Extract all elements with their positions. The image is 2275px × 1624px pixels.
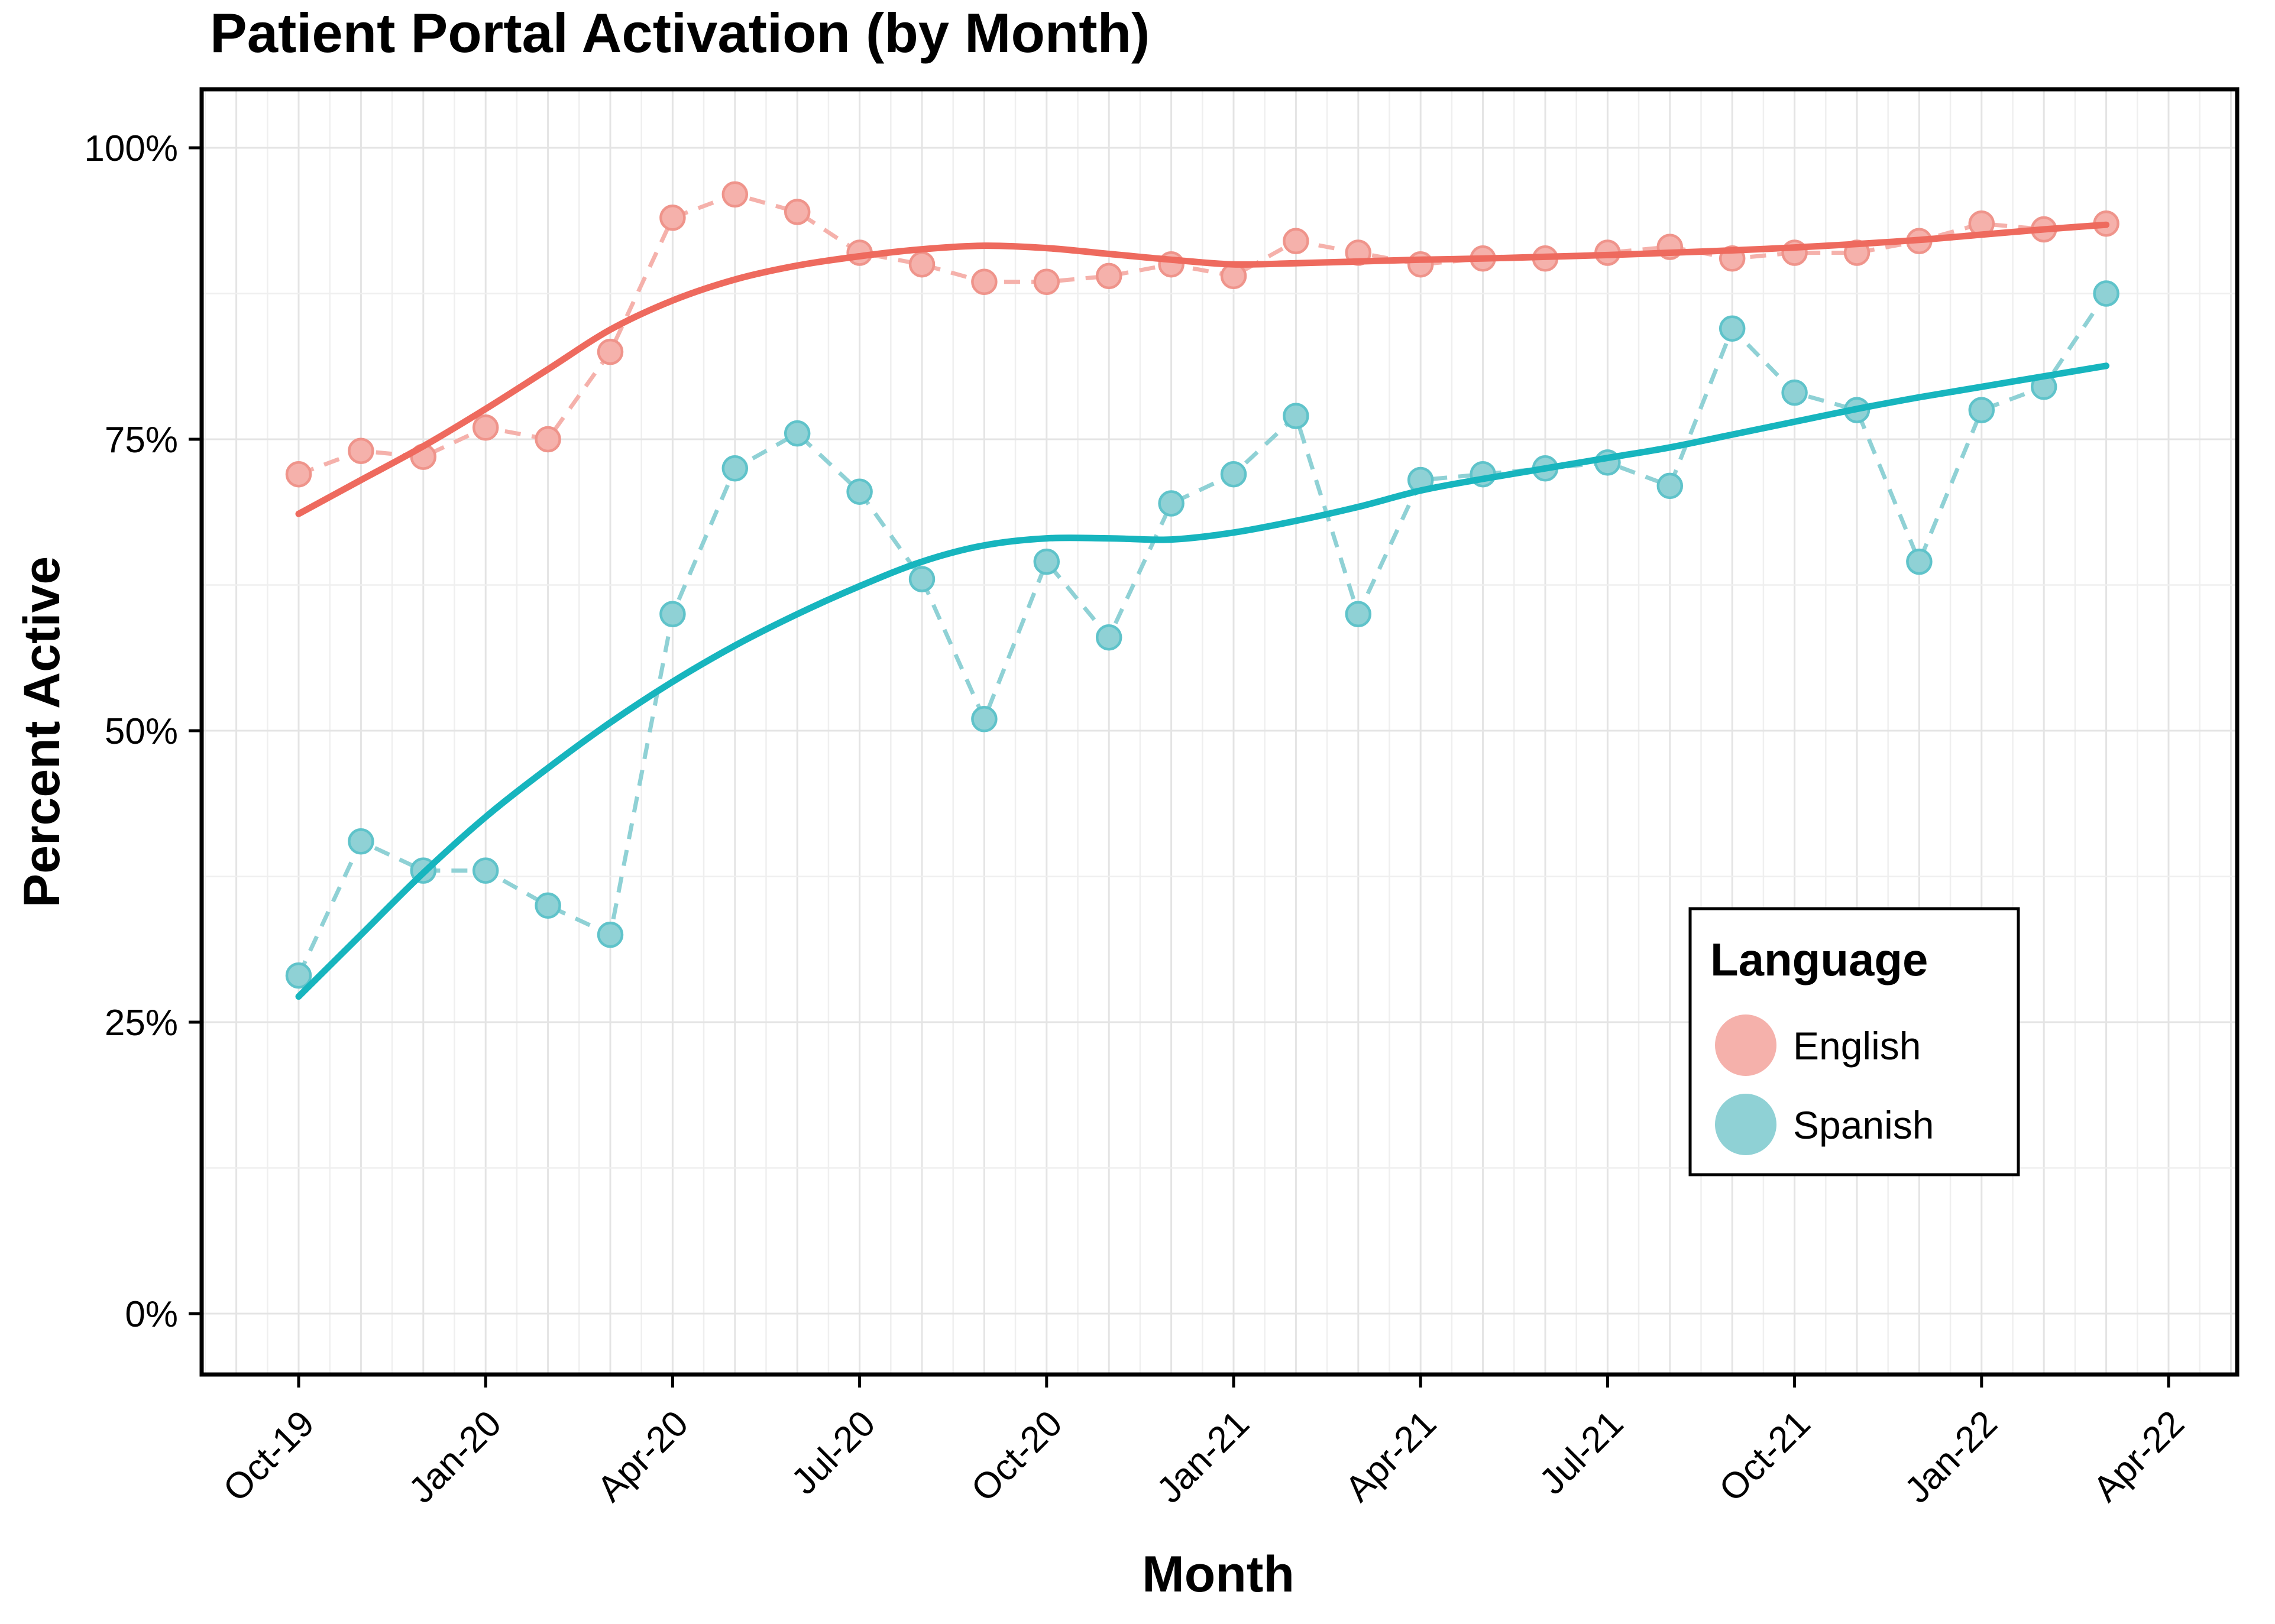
spanish-data-point [285,962,312,989]
y-tick-label: 75% [105,420,178,461]
spanish-data-point [1220,461,1247,488]
x-tick-label: Oct-20 [963,1403,1070,1509]
y-tick-label: 25% [105,1003,178,1043]
x-tick-label: Apr-22 [2086,1403,2192,1509]
spanish-legend-marker-icon [1715,1094,1776,1155]
x-axis-title: Month [1142,1546,1295,1603]
spanish-data-point [1033,548,1060,575]
spanish-data-point [1719,315,1746,342]
spanish-data-point [472,857,499,884]
english-data-point [1220,262,1247,290]
plot-panel [202,89,2237,1375]
spanish-data-point [348,828,374,855]
axis-ticks [189,146,2170,1388]
chart-title: Patient Portal Activation (by Month) [210,2,1150,64]
english-data-point [285,461,312,488]
english-data-point [535,426,561,453]
english-data-point [659,205,686,231]
english-data-point [1095,262,1122,290]
english-data-point [1283,228,1309,255]
spanish-data-point [1283,403,1309,429]
spanish-data-point [1656,472,1684,500]
x-tick-label: Apr-20 [590,1403,696,1509]
english-data-point [348,437,374,464]
spanish-data-point [846,478,873,505]
y-tick-label: 0% [125,1294,178,1335]
x-tick-label: Jan-21 [1149,1403,1257,1511]
spanish-data-point [721,455,749,482]
spanish-data-point [784,420,811,447]
english-trend-line [295,221,2110,517]
x-tick-label: Jan-22 [1897,1403,2005,1511]
spanish-data-point [1095,624,1122,651]
english-data-point [784,199,811,225]
y-tick-labels: 0% 25% 50% 75% 100% [84,128,178,1335]
spanish-data-point [1781,379,1808,406]
gridlines [202,89,2237,1375]
trend-lines [295,221,2110,1000]
x-tick-label: Jul-21 [1532,1403,1631,1502]
x-tick-label: Apr-21 [1338,1403,1444,1509]
english-data-point [908,251,936,278]
english-data-point [597,338,624,365]
spanish-data-point [659,601,686,628]
spanish-data-point [908,566,936,592]
y-tick-label: 100% [84,128,178,169]
x-tick-label: Oct-21 [1711,1403,1818,1509]
legend-entry-english: English [1793,1024,1921,1068]
english-data-point [1033,268,1060,296]
spanish-data-point [597,921,624,948]
spanish-trend-line [295,362,2110,1000]
english-data-point [472,414,499,441]
x-tick-label: Jan-20 [401,1403,509,1511]
spanish-data-point [1906,548,1933,575]
x-tick-label: Jul-20 [784,1403,883,1502]
y-axis-title: Percent Active [14,556,70,907]
spanish-data-point [1345,601,1372,628]
spanish-data-point [971,706,998,732]
panel-border [199,87,2240,1377]
spanish-data-point [2093,280,2119,307]
legend-title: Language [1710,933,1928,986]
legend: Language English Spanish [1688,907,2020,1176]
legend-entry-spanish: Spanish [1793,1103,1934,1147]
english-data-point [1407,251,1434,278]
y-tick-label: 50% [105,711,178,752]
spanish-data-point [535,892,561,919]
english-data-point [721,181,749,208]
spanish-data-point [1158,490,1185,517]
x-tick-label: Oct-19 [216,1403,322,1509]
spanish-data-point [1968,397,1995,423]
spanish-dashed-line [296,292,2108,977]
english-legend-marker-icon [1715,1014,1776,1076]
x-tick-labels: Oct-19 Jan-20 Apr-20 Jul-20 Oct-20 Jan-21 Apr-… [216,1403,2192,1511]
english-data-point [971,268,998,296]
